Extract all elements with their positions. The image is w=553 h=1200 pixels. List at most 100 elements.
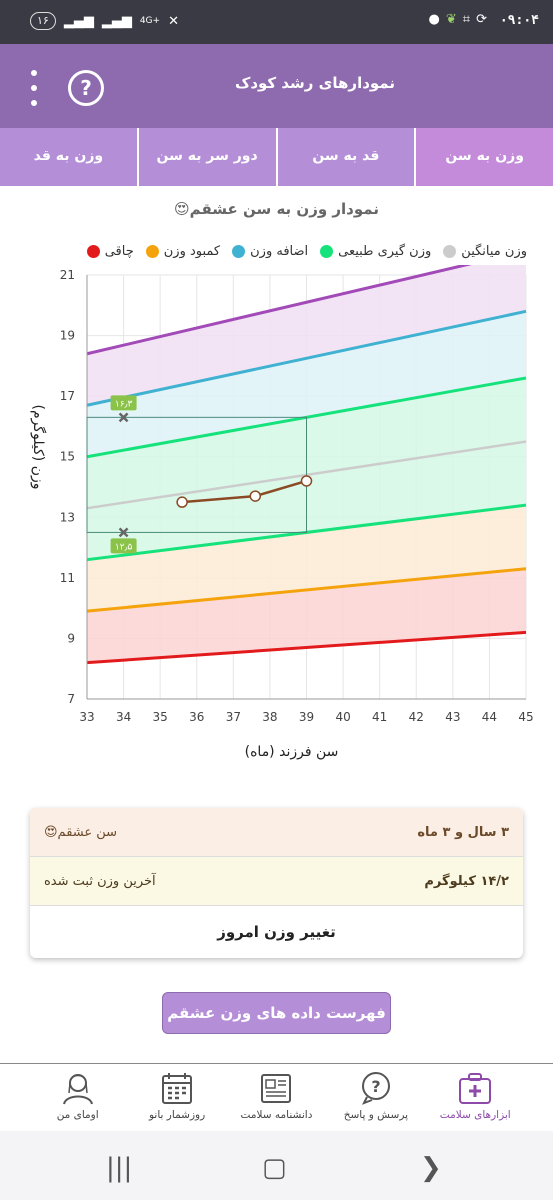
age-label: سن عشقم😍 — [44, 824, 118, 840]
age-value: ۳ سال و ۳ ماه — [417, 824, 509, 840]
x-tick-label: 38 — [262, 710, 277, 724]
chart-title: نمودار وزن به سن عشقم😍 — [174, 200, 379, 218]
app-leaf-icon: ❦ — [445, 12, 457, 27]
status-time: ۰۹:۰۴ — [499, 13, 539, 28]
y-tick-label: 17 — [60, 389, 75, 403]
y-tick-label: 11 — [60, 571, 75, 585]
legend-dot-icon — [320, 245, 334, 258]
legend-item-average[interactable]: وزن میانگین — [443, 244, 527, 259]
legend-item-underweight[interactable]: کمبود وزن — [145, 244, 221, 259]
tab-weight-for-height[interactable]: وزن به قد — [33, 148, 104, 164]
nav-health-encyclopedia[interactable]: دانشنامه سلامت — [235, 1064, 317, 1131]
legend-label: چاقی — [104, 244, 134, 259]
x-tick-label: 37 — [226, 710, 241, 724]
x-tick-label: 44 — [482, 710, 497, 724]
chart-band — [87, 311, 526, 457]
notification-dot-icon: ● — [428, 12, 440, 27]
y-tick-label: 19 — [60, 329, 75, 343]
x-axis-label: سن فرزند (ماه) — [245, 744, 339, 760]
range-marker — [118, 412, 129, 423]
signal-icon-2: ▂▄▆ — [101, 13, 132, 29]
info-card: سن عشقم😍 ۳ سال و ۳ ماه آخرین وزن ثبت شده… — [30, 808, 523, 958]
legend-item-overweight[interactable]: اضافه وزن — [232, 244, 308, 259]
legend-dot-icon — [86, 245, 100, 258]
nav-label: روزشمار بانو — [149, 1109, 206, 1121]
tab-head-circumference-for-age[interactable]: دور سر به سن — [136, 128, 276, 186]
medical-kit-icon — [459, 1073, 492, 1104]
weight-row: آخرین وزن ثبت شده ۱۴/۲ کیلوگرم — [30, 857, 523, 906]
status-left-icons: ۱۶ ▂▄▆ ▂▄▆ 4G+ ✕ — [30, 12, 179, 30]
weight-label: آخرین وزن ثبت شده — [44, 873, 156, 889]
nav-calendar[interactable]: روزشمار بانو — [136, 1064, 218, 1131]
weight-list-button[interactable]: فهرست داده های وزن عشقم😍 — [162, 992, 391, 1062]
weight-for-age-chart: 33 34 35 36 37 38 39 40 41 42 43 44 45 7 9 11 13 15 17 19 21… — [30, 265, 534, 760]
tab-height-for-age[interactable]: قد به سن — [275, 128, 415, 186]
legend-label: وزن میانگین — [461, 244, 527, 259]
page-title: نمودارهای رشد کودک — [234, 74, 395, 92]
nav-label: پرسش و پاسخ — [343, 1109, 409, 1121]
legend-item-obesity[interactable]: چاقی — [86, 244, 134, 259]
tab-weight-for-age[interactable]: وزن به سن — [414, 128, 553, 186]
x-tick-label: 45 — [518, 710, 533, 724]
range-marker-label: ۱۶٫۳ — [115, 399, 133, 409]
range-marker — [118, 527, 129, 538]
nav-profile[interactable]: اومای من — [37, 1064, 119, 1131]
range-box — [86, 416, 307, 533]
chart-legend: چاقی کمبود وزن اضافه وزن وزن گیری طبیعی … — [86, 244, 527, 259]
help-icon[interactable]: ? — [68, 70, 104, 106]
user-profile-icon — [62, 1074, 93, 1105]
y-axis-label: وزن (کیلوگرم) — [30, 405, 47, 490]
reference-line — [86, 265, 472, 356]
child-weight-point — [176, 496, 188, 508]
legend-item-normal-gain[interactable]: وزن گیری طبیعی — [320, 244, 431, 259]
y-tick-label: 15 — [60, 450, 75, 464]
y-tick-label: 21 — [60, 268, 75, 282]
child-weight-point — [249, 490, 262, 502]
child-weight-point — [300, 475, 313, 487]
nav-label: اومای من — [56, 1109, 99, 1121]
back-icon[interactable]: ❯ — [420, 1153, 442, 1183]
question-bubble-icon: ? — [361, 1072, 390, 1105]
legend-label: وزن گیری طبیعی — [338, 244, 432, 259]
nav-label: دانشنامه سلامت — [240, 1109, 313, 1121]
nav-label: ابزارهای سلامت — [439, 1109, 511, 1121]
newspaper-icon — [261, 1074, 292, 1103]
range-marker-badge — [110, 538, 137, 554]
y-tick-label: 13 — [60, 510, 75, 524]
legend-dot-icon — [145, 245, 159, 258]
app-bar: ? نمودارهای رشد کودک — [0, 44, 553, 128]
weight-value: ۱۴/۲ کیلوگرم — [424, 873, 509, 889]
recent-apps-icon[interactable]: ||| — [106, 1153, 133, 1183]
chart-band — [87, 265, 526, 406]
nav-health-tools[interactable]: ابزارهای سلامت — [434, 1064, 516, 1131]
y-tick-label: 7 — [67, 692, 75, 706]
range-marker-label: ۱۲٫۵ — [115, 542, 133, 552]
change-weight-button[interactable]: تغییر وزن امروز — [217, 923, 336, 941]
menu-icon[interactable] — [24, 68, 44, 108]
sync-icon: ⟳ — [476, 12, 487, 27]
legend-dot-icon — [232, 245, 246, 258]
network-label: 4G+ — [139, 16, 161, 26]
y-tick-label: 9 — [67, 631, 75, 645]
reference-line — [86, 630, 527, 665]
legend-label: اضافه وزن — [250, 244, 309, 259]
battery-indicator: ۱۶ — [30, 12, 56, 30]
status-right-icons: ● ❦ ⌗ ⟳ — [429, 12, 487, 27]
legend-label: کمبود وزن — [163, 244, 221, 259]
x-tick-label: 41 — [372, 710, 387, 724]
screenshot-icon: ⌗ — [462, 12, 471, 27]
calendar-icon — [162, 1073, 193, 1104]
mute-icon: ✕ — [168, 13, 179, 29]
home-icon[interactable]: ▢ — [262, 1153, 287, 1183]
x-tick-label: 34 — [116, 710, 131, 724]
x-tick-label: 42 — [409, 710, 424, 724]
x-tick-label: 40 — [335, 710, 350, 724]
age-row: سن عشقم😍 ۳ سال و ۳ ماه — [30, 808, 523, 857]
x-tick-label: 39 — [299, 710, 314, 724]
reference-line — [86, 309, 527, 407]
signal-icon: ▂▄▆ — [63, 13, 94, 29]
bottom-nav: ابزارهای سلامت ? پرسش و پاسخ دانشنامه سل… — [0, 1063, 553, 1131]
x-tick-label: 43 — [445, 710, 460, 724]
reference-line — [86, 567, 527, 613]
nav-qa[interactable]: ? پرسش و پاسخ — [335, 1064, 417, 1131]
